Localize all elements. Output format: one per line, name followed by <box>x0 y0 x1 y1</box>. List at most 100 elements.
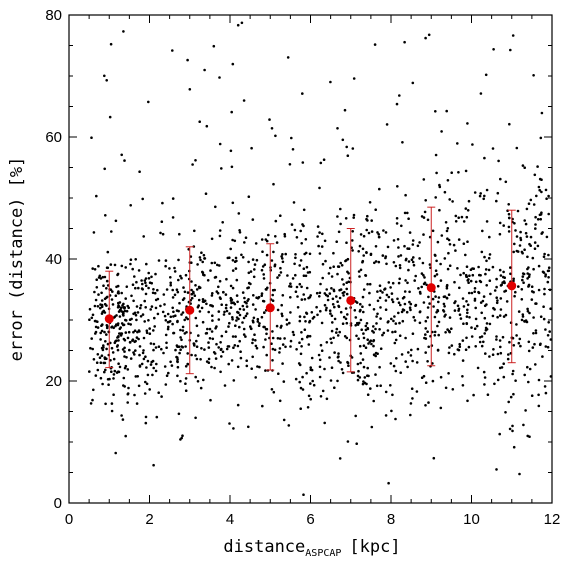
scatter-point <box>115 314 118 317</box>
scatter-point <box>368 340 372 344</box>
scatter-point <box>129 323 132 326</box>
scatter-point <box>466 240 469 243</box>
scatter-point <box>528 367 532 371</box>
scatter-point <box>132 299 135 303</box>
scatter-point <box>278 347 282 350</box>
scatter-point <box>524 222 528 226</box>
scatter-point <box>124 266 127 269</box>
scatter-point <box>488 279 492 283</box>
scatter-point <box>435 259 438 263</box>
scatter-point <box>366 282 369 286</box>
scatter-point <box>523 373 526 377</box>
scatter-point <box>123 346 126 350</box>
scatter-point <box>418 321 422 325</box>
scatter-point <box>147 100 150 104</box>
scatter-point <box>507 230 511 233</box>
scatter-point <box>250 327 253 331</box>
scatter-point <box>146 373 150 377</box>
scatter-point <box>440 234 444 237</box>
scatter-point <box>424 351 428 354</box>
scatter-point <box>471 143 474 146</box>
scatter-point <box>180 276 183 280</box>
scatter-point <box>302 293 306 296</box>
binned-mean-point <box>265 303 275 313</box>
scatter-point <box>509 48 512 52</box>
scatter-point <box>354 324 358 327</box>
scatter-point <box>533 173 537 177</box>
scatter-point <box>515 323 518 326</box>
scatter-point <box>448 316 452 319</box>
scatter-point <box>141 282 144 286</box>
scatter-point <box>173 266 176 270</box>
scatter-point <box>356 378 360 382</box>
scatter-point <box>401 141 404 144</box>
scatter-point <box>361 247 365 251</box>
scatter-point <box>537 378 541 382</box>
scatter-point <box>507 353 510 356</box>
scatter-point <box>120 153 123 157</box>
scatter-point <box>466 308 469 312</box>
scatter-point <box>518 472 521 476</box>
scatter-point <box>528 242 531 246</box>
scatter-point <box>355 321 359 325</box>
scatter-point <box>164 264 167 268</box>
scatter-point <box>392 239 396 242</box>
scatter-point <box>518 244 522 247</box>
scatter-point <box>131 338 135 342</box>
scatter-point <box>152 463 155 467</box>
scatter-point <box>238 339 241 343</box>
scatter-point <box>374 245 378 248</box>
scatter-point <box>243 296 246 300</box>
scatter-point <box>105 279 109 283</box>
scatter-point <box>468 274 471 278</box>
scatter-point <box>241 255 245 259</box>
scatter-point <box>126 401 129 404</box>
scatter-point <box>513 294 516 298</box>
scatter-point <box>435 171 438 175</box>
scatter-point <box>415 361 419 364</box>
scatter-point <box>319 161 323 165</box>
scatter-point <box>502 375 506 379</box>
scatter-point <box>495 296 499 300</box>
scatter-point <box>118 327 122 331</box>
scatter-point <box>116 273 119 277</box>
scatter-point <box>284 345 287 349</box>
scatter-point <box>227 362 230 366</box>
scatter-point <box>483 194 486 198</box>
scatter-point <box>420 272 424 275</box>
scatter-point <box>139 304 143 307</box>
scatter-point <box>110 230 113 233</box>
scatter-point <box>444 313 447 317</box>
scatter-point <box>464 348 468 352</box>
scatter-point <box>489 292 492 296</box>
scatter-point <box>372 331 376 334</box>
scatter-point <box>370 219 374 222</box>
scatter-point <box>509 395 513 399</box>
scatter-point <box>236 403 240 407</box>
scatter-point <box>521 313 525 316</box>
scatter-point <box>195 345 199 349</box>
scatter-point <box>445 229 449 233</box>
scatter-point <box>407 260 411 263</box>
scatter-point <box>410 258 414 262</box>
y-axis-title: error (distance) [%] <box>7 157 27 362</box>
scatter-point <box>108 115 112 119</box>
scatter-point <box>515 146 519 150</box>
scatter-point <box>201 260 204 264</box>
scatter-point <box>418 241 421 244</box>
scatter-point <box>184 273 188 277</box>
scatter-point <box>424 199 428 202</box>
scatter-point <box>345 287 349 291</box>
scatter-point <box>488 322 492 326</box>
scatter-point <box>330 275 334 278</box>
scatter-point <box>143 279 147 282</box>
scatter-point <box>236 344 240 348</box>
scatter-point <box>448 330 451 334</box>
scatter-point <box>439 406 443 410</box>
scatter-point <box>298 319 302 323</box>
scatter-point <box>445 296 449 300</box>
scatter-point <box>339 222 342 226</box>
scatter-point <box>335 240 339 243</box>
scatter-point <box>145 382 149 386</box>
